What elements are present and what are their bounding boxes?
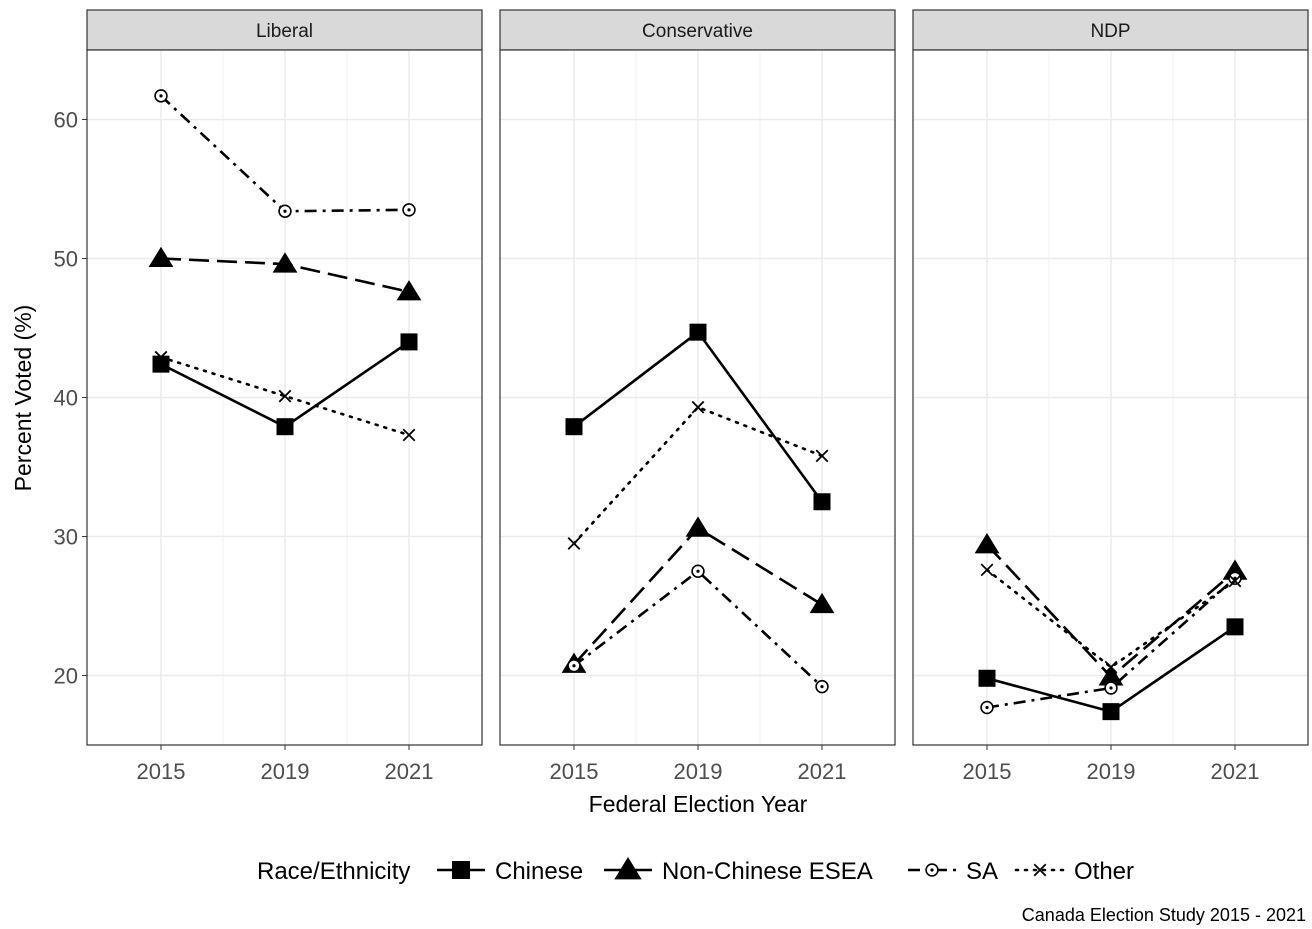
series-other [154,350,416,442]
data-point [1104,660,1118,674]
series-other [980,563,1242,674]
series-other [567,400,829,550]
data-point [272,252,298,273]
chart-caption: Canada Election Study 2015 - 2021 [1022,905,1306,925]
data-point [154,89,168,103]
data-point [278,389,292,403]
data-point [154,350,168,364]
series-chinese [152,333,418,436]
y-axis: 20 30 40 50 60 [54,108,87,689]
data-point [278,204,292,218]
x-tick-label: 2019 [261,759,310,784]
y-tick-label: 60 [54,108,78,133]
legend-item-sa: SA [908,858,998,885]
legend-key-marker [452,861,470,879]
series-sa [980,571,1242,715]
series-chinese [565,323,831,511]
data-point [974,533,1000,554]
data-point [1228,574,1242,588]
legend: Race/Ethnicity Chinese Non-Chinese ESEA SA O… [257,857,1134,885]
data-point [685,516,711,537]
series-sa [567,564,829,694]
data-point [1222,559,1248,580]
data-point [567,537,581,550]
data-point [1102,703,1120,721]
data-point [815,449,829,463]
data-point [978,669,996,687]
data-point [1226,618,1244,636]
legend-label: Other [1074,858,1134,885]
facet-strip-label: Liberal [256,21,313,42]
data-point [567,659,581,673]
x-tick-label: 2015 [550,759,599,784]
x-tick-label: 2015 [963,759,1012,784]
series-line [986,577,1236,709]
panel-conservative: Conservative 2015 2019 2021 [499,9,896,784]
x-tick-label: 2015 [137,759,186,784]
series-non-chinese-esea [148,246,422,301]
panel-ndp: NDP 2015 2019 2021 [912,9,1309,784]
y-tick-label: 50 [54,247,78,272]
legend-key-marker [614,857,642,880]
legend-item-non-chinese-esea: Non-Chinese ESEA [604,857,873,885]
legend-key-marker [1033,863,1047,877]
data-point [152,355,170,373]
legend-item-other: Other [1014,858,1134,885]
data-point [980,563,994,577]
x-axis-title: Federal Election Year [589,791,808,817]
data-point [400,333,418,351]
series-line [572,405,824,545]
data-point [565,418,583,436]
series-sa [154,89,416,218]
panel-liberal: Liberal 2015 2019 2021 [86,9,483,784]
data-point [980,700,994,715]
panels-layer: Liberal 2015 2019 2021 Conservative 2015 2019 2… [86,9,1309,784]
data-point [691,400,705,414]
x-tick-label: 2019 [674,759,723,784]
legend-key-marker [925,863,939,877]
data-point [276,418,294,436]
data-point [148,246,174,268]
facet-strip-label: NDP [1090,21,1130,42]
legend-label: Chinese [495,858,583,885]
legend-item-chinese: Chinese [437,858,583,885]
x-tick-label: 2021 [798,759,847,784]
data-point [402,203,416,217]
y-tick-label: 30 [54,525,78,550]
facet-strip [499,9,896,51]
data-point [809,592,835,614]
data-point [1098,665,1124,686]
legend-label: SA [966,858,998,885]
facet-strip [86,9,483,51]
facet-strip-label: Conservative [642,21,753,42]
data-point [689,323,707,341]
data-point [402,428,416,442]
data-point [691,564,705,578]
data-point [813,493,831,511]
x-tick-label: 2021 [385,759,434,784]
x-tick-label: 2021 [1211,759,1260,784]
y-tick-label: 20 [54,664,78,689]
legend-title: Race/Ethnicity [257,858,410,885]
legend-label: Non-Chinese ESEA [662,858,873,885]
data-point [396,280,422,301]
series-non-chinese-esea [974,533,1248,686]
x-tick-label: 2019 [1087,759,1136,784]
series-line [159,355,411,437]
series-chinese [978,618,1244,721]
data-point [1104,681,1118,695]
y-tick-label: 40 [54,386,78,411]
y-axis-title: Percent Voted (%) [10,305,36,492]
data-point [815,679,829,694]
